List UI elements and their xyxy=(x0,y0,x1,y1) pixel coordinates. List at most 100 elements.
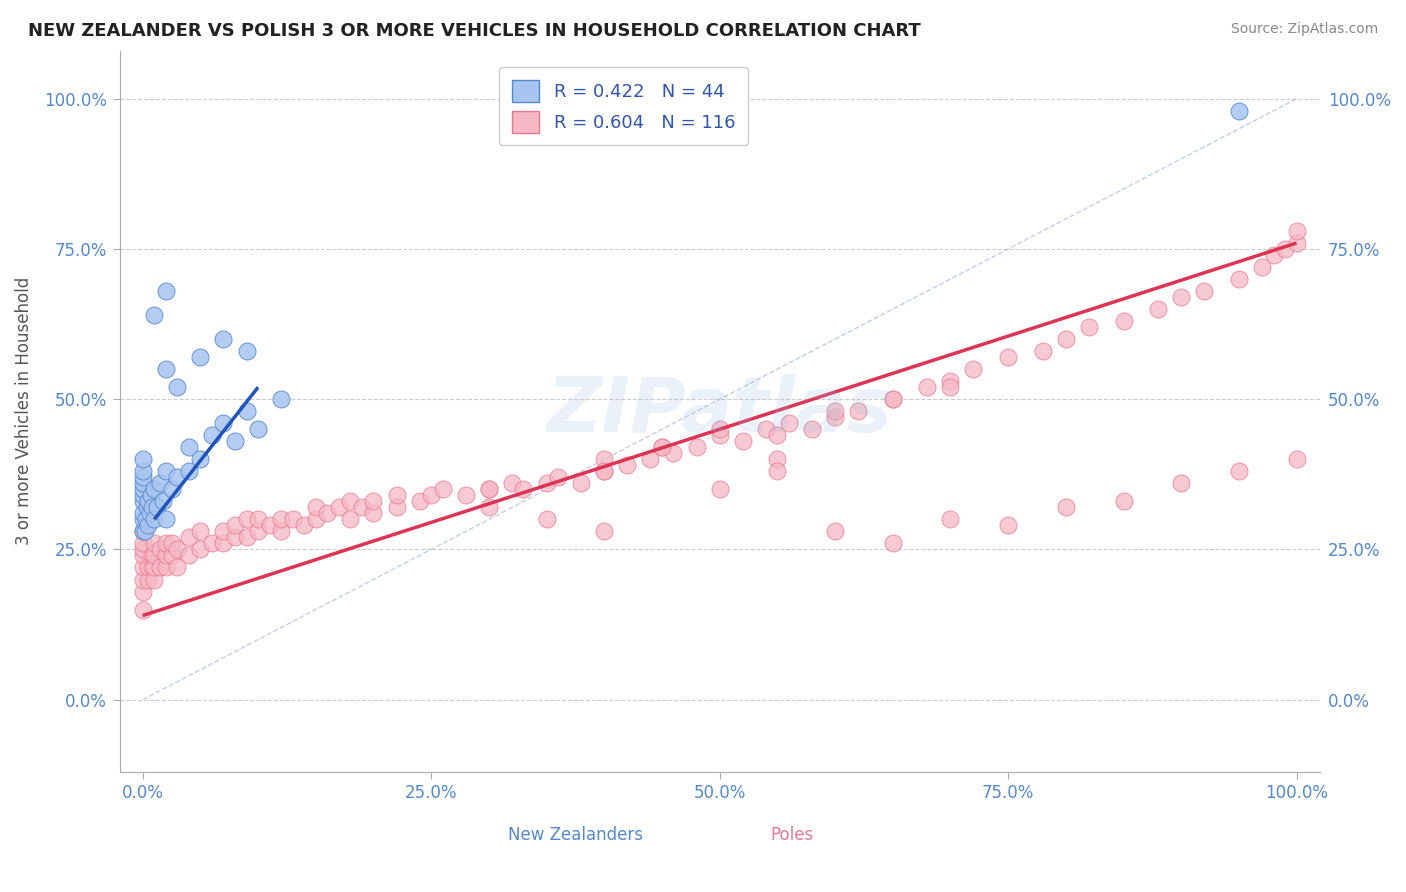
Point xyxy=(131,524,153,539)
Point xyxy=(131,560,153,574)
Point xyxy=(177,440,200,454)
Point xyxy=(247,422,270,436)
Point xyxy=(131,524,153,539)
Point xyxy=(616,458,638,473)
Text: NEW ZEALANDER VS POLISH 3 OR MORE VEHICLES IN HOUSEHOLD CORRELATION CHART: NEW ZEALANDER VS POLISH 3 OR MORE VEHICL… xyxy=(28,22,921,40)
Point xyxy=(155,536,177,550)
Point xyxy=(270,512,292,526)
Point xyxy=(141,500,163,515)
Point xyxy=(270,524,292,539)
Point xyxy=(685,440,707,454)
Point xyxy=(1077,320,1099,334)
Point xyxy=(190,350,212,364)
Point xyxy=(593,452,616,467)
Point xyxy=(155,549,177,563)
Point xyxy=(141,549,163,563)
Point xyxy=(328,500,350,515)
Point xyxy=(339,494,361,508)
Point xyxy=(131,542,153,557)
Point xyxy=(939,374,962,388)
Point xyxy=(177,531,200,545)
Point xyxy=(160,536,183,550)
Point xyxy=(640,452,662,467)
Point xyxy=(201,428,224,442)
Point xyxy=(136,500,159,515)
Point xyxy=(882,536,904,550)
Point xyxy=(709,428,731,442)
Point xyxy=(547,470,569,484)
Point xyxy=(1263,248,1285,262)
Point xyxy=(766,464,789,478)
Point xyxy=(536,512,558,526)
Point xyxy=(131,476,153,491)
Point xyxy=(824,524,846,539)
Point xyxy=(149,476,172,491)
Point xyxy=(131,512,153,526)
Point xyxy=(997,518,1019,533)
Point xyxy=(292,518,315,533)
Point xyxy=(155,560,177,574)
Point xyxy=(131,488,153,502)
Point xyxy=(432,483,454,497)
Point xyxy=(1112,494,1135,508)
Point xyxy=(224,518,246,533)
Point xyxy=(131,602,153,616)
Point xyxy=(235,344,257,359)
Point xyxy=(155,512,177,526)
Point xyxy=(160,483,183,497)
Point xyxy=(824,404,846,418)
Point xyxy=(305,512,328,526)
Point xyxy=(149,560,172,574)
Point xyxy=(1112,314,1135,328)
Point xyxy=(593,464,616,478)
Point xyxy=(651,440,673,454)
Point xyxy=(247,512,270,526)
Point xyxy=(997,350,1019,364)
Point xyxy=(138,560,160,574)
Point xyxy=(166,560,188,574)
Point xyxy=(212,417,235,431)
Point xyxy=(709,422,731,436)
Point xyxy=(512,483,534,497)
Point xyxy=(166,542,188,557)
Point xyxy=(824,410,846,425)
Point xyxy=(131,464,153,478)
Point xyxy=(408,494,430,508)
Point xyxy=(454,488,477,502)
Point xyxy=(1147,302,1170,317)
Point xyxy=(259,518,281,533)
Point xyxy=(1227,272,1250,286)
Point xyxy=(1227,103,1250,118)
Point xyxy=(160,549,183,563)
Point xyxy=(155,284,177,298)
Y-axis label: 3 or more Vehicles in Household: 3 or more Vehicles in Household xyxy=(15,277,32,545)
Point xyxy=(846,404,869,418)
Legend: R = 0.422   N = 44, R = 0.604   N = 116: R = 0.422 N = 44, R = 0.604 N = 116 xyxy=(499,67,748,145)
Point xyxy=(143,573,166,587)
Point xyxy=(1285,235,1308,250)
Point xyxy=(155,464,177,478)
Point xyxy=(138,494,160,508)
Point xyxy=(1285,452,1308,467)
Point xyxy=(143,512,166,526)
Point xyxy=(190,452,212,467)
Point xyxy=(1170,290,1192,304)
Point xyxy=(270,392,292,407)
Point xyxy=(212,332,235,346)
Point xyxy=(1054,332,1077,346)
Point xyxy=(177,549,200,563)
Point xyxy=(766,428,789,442)
Point xyxy=(141,560,163,574)
Point xyxy=(939,380,962,394)
Point xyxy=(143,560,166,574)
Point xyxy=(363,494,385,508)
Point xyxy=(1170,476,1192,491)
Point xyxy=(224,531,246,545)
Point xyxy=(155,362,177,376)
Point xyxy=(385,500,408,515)
Point xyxy=(478,483,501,497)
Point xyxy=(778,417,800,431)
Point xyxy=(235,531,257,545)
Point xyxy=(593,524,616,539)
Point xyxy=(131,494,153,508)
